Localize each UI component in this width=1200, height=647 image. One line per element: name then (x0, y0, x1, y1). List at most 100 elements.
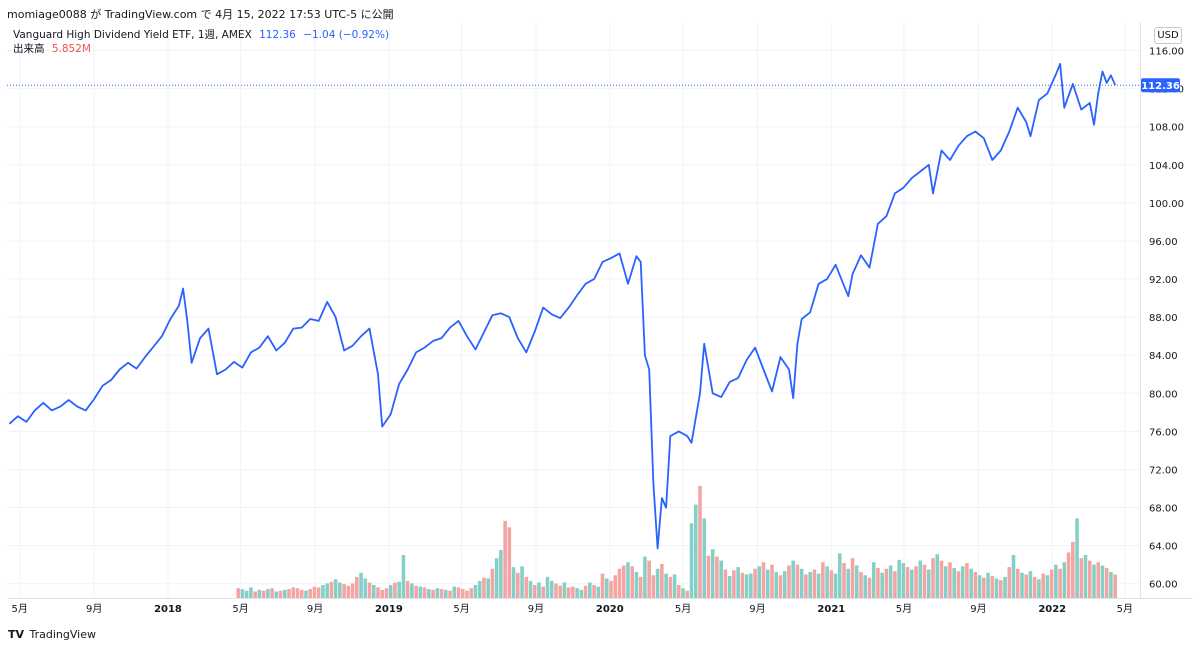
volume-bar (355, 576, 359, 598)
volume-bar (888, 565, 893, 598)
x-tick-label: 2019 (375, 604, 403, 615)
volume-bar (562, 582, 567, 598)
volume-bar (342, 584, 346, 598)
volume-bar (321, 585, 325, 598)
volume-bar (664, 573, 668, 598)
volume-bar (1113, 574, 1117, 598)
volume-bar (677, 585, 681, 598)
volume-bar (507, 527, 512, 598)
volume-bar (380, 589, 385, 598)
volume-bar (1104, 567, 1109, 598)
volume-bar (960, 566, 965, 598)
y-tick-label: 104.00 (1149, 161, 1184, 172)
volume-bar (668, 576, 673, 598)
volume-bar (308, 589, 313, 598)
volume-bar (448, 590, 452, 598)
volume-bar (732, 570, 736, 598)
volume-bar (795, 564, 800, 598)
volume-bar (854, 565, 859, 598)
y-tick-label: 88.00 (1149, 313, 1178, 324)
x-axis[interactable]: 5月 9月 2018 5月 9月 2019 5月 9月 2020 5月 9月 2021 5月 9月 2022… (7, 598, 1193, 616)
volume-bar (685, 590, 690, 598)
chart-area[interactable]: 60.00 64.00 68.00 72.00 76.00 80.00 84.00 88.00… (7, 22, 1193, 622)
volume-bar (1028, 571, 1033, 598)
volume-bar (1071, 541, 1075, 598)
volume-value: 5.852M (51, 43, 91, 55)
volume-bar (1049, 569, 1054, 598)
volume-bar (287, 589, 291, 598)
volume-bar (787, 565, 791, 598)
volume-bar (1037, 579, 1041, 598)
volume-bar (236, 588, 240, 598)
volume-bar (766, 569, 770, 598)
volume-bar (1075, 518, 1079, 598)
volume-bar (1041, 573, 1045, 598)
volume-bar (977, 575, 982, 598)
volume-bar (897, 559, 901, 598)
volume-bar (338, 582, 342, 598)
volume-bar (1015, 568, 1020, 598)
volume-bar (876, 567, 880, 598)
y-tick-label: 96.00 (1149, 237, 1178, 248)
volume-bar (863, 575, 868, 598)
volume-bar (405, 580, 410, 598)
volume-bar (359, 572, 363, 598)
volume-bar (621, 565, 626, 598)
volume-bar (490, 568, 495, 598)
volume-bar (283, 589, 287, 598)
footer-brand[interactable]: 𝗧𝗩 TradingView (8, 628, 96, 641)
symbol-name[interactable]: Vanguard High Dividend Yield ETF, 1週, AM… (13, 29, 252, 41)
volume-bar (1054, 564, 1058, 598)
volume-bar (719, 560, 723, 598)
y-tick-label: 76.00 (1149, 427, 1178, 438)
volume-bar (558, 585, 562, 598)
volume-bar (575, 588, 579, 598)
volume-bar (397, 581, 401, 598)
x-tick-label: 2021 (817, 604, 845, 615)
volume-bar (774, 572, 779, 598)
x-tick-label: 9月 (86, 603, 102, 615)
volume-bar (791, 560, 795, 598)
volume-bar (299, 589, 304, 598)
volume-bar (986, 572, 990, 598)
volume-bar (261, 590, 266, 598)
volume-bar (926, 569, 931, 598)
volume-bar (503, 520, 507, 598)
volume-bars (236, 485, 1117, 598)
volume-label[interactable]: 出来高 (13, 43, 45, 55)
volume-bar (990, 576, 995, 598)
volume-bar (325, 583, 329, 598)
volume-bar (363, 578, 368, 598)
volume-bar (609, 580, 613, 598)
x-tick-label: 5月 (12, 603, 28, 615)
x-tick-label: 5月 (675, 603, 691, 615)
volume-bar (994, 578, 999, 598)
price-chart[interactable]: 60.00 64.00 68.00 72.00 76.00 80.00 84.00 88.00… (7, 22, 1193, 622)
volume-bar (859, 572, 863, 598)
y-tick-label: 68.00 (1149, 504, 1178, 515)
volume-bar (431, 589, 435, 598)
volume-bar (1011, 554, 1016, 598)
x-tick-label: 2018 (154, 604, 182, 615)
volume-bar (1062, 562, 1067, 598)
volume-bar (871, 562, 876, 598)
volume-bar (346, 585, 351, 598)
volume-bar (910, 569, 914, 598)
x-tick-label: 5月 (232, 603, 248, 615)
volume-bar (782, 571, 787, 598)
volume-bar (350, 583, 355, 598)
volume-bar (545, 576, 550, 598)
volume-bar (643, 556, 647, 598)
chart-legend[interactable]: Vanguard High Dividend Yield ETF, 1週, AM… (13, 28, 389, 56)
volume-bar (778, 575, 783, 598)
volume-bar (592, 585, 596, 598)
y-tick-label: 72.00 (1149, 465, 1178, 476)
volume-bar (469, 588, 473, 598)
legend-change: −1.04 (−0.92%) (303, 29, 390, 41)
currency-button[interactable]: USD (1154, 27, 1182, 44)
x-tick-label: 9月 (749, 603, 765, 615)
y-axis[interactable]: 60.00 64.00 68.00 72.00 76.00 80.00 84.00 88.00… (1140, 22, 1185, 598)
volume-bar (1032, 576, 1037, 598)
volume-bar (880, 572, 884, 598)
volume-bar (736, 567, 740, 598)
